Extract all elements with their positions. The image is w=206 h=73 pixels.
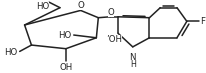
Text: O: O <box>77 1 84 10</box>
Text: F: F <box>201 17 206 26</box>
Text: O: O <box>77 1 84 10</box>
Text: HO: HO <box>36 2 49 11</box>
Text: O: O <box>108 8 115 17</box>
Text: ’OH: ’OH <box>106 35 122 44</box>
Text: OH: OH <box>59 63 73 72</box>
Text: HO: HO <box>59 31 72 40</box>
Text: N: N <box>130 53 136 62</box>
Text: H: H <box>130 60 136 69</box>
Text: HO: HO <box>5 48 18 57</box>
